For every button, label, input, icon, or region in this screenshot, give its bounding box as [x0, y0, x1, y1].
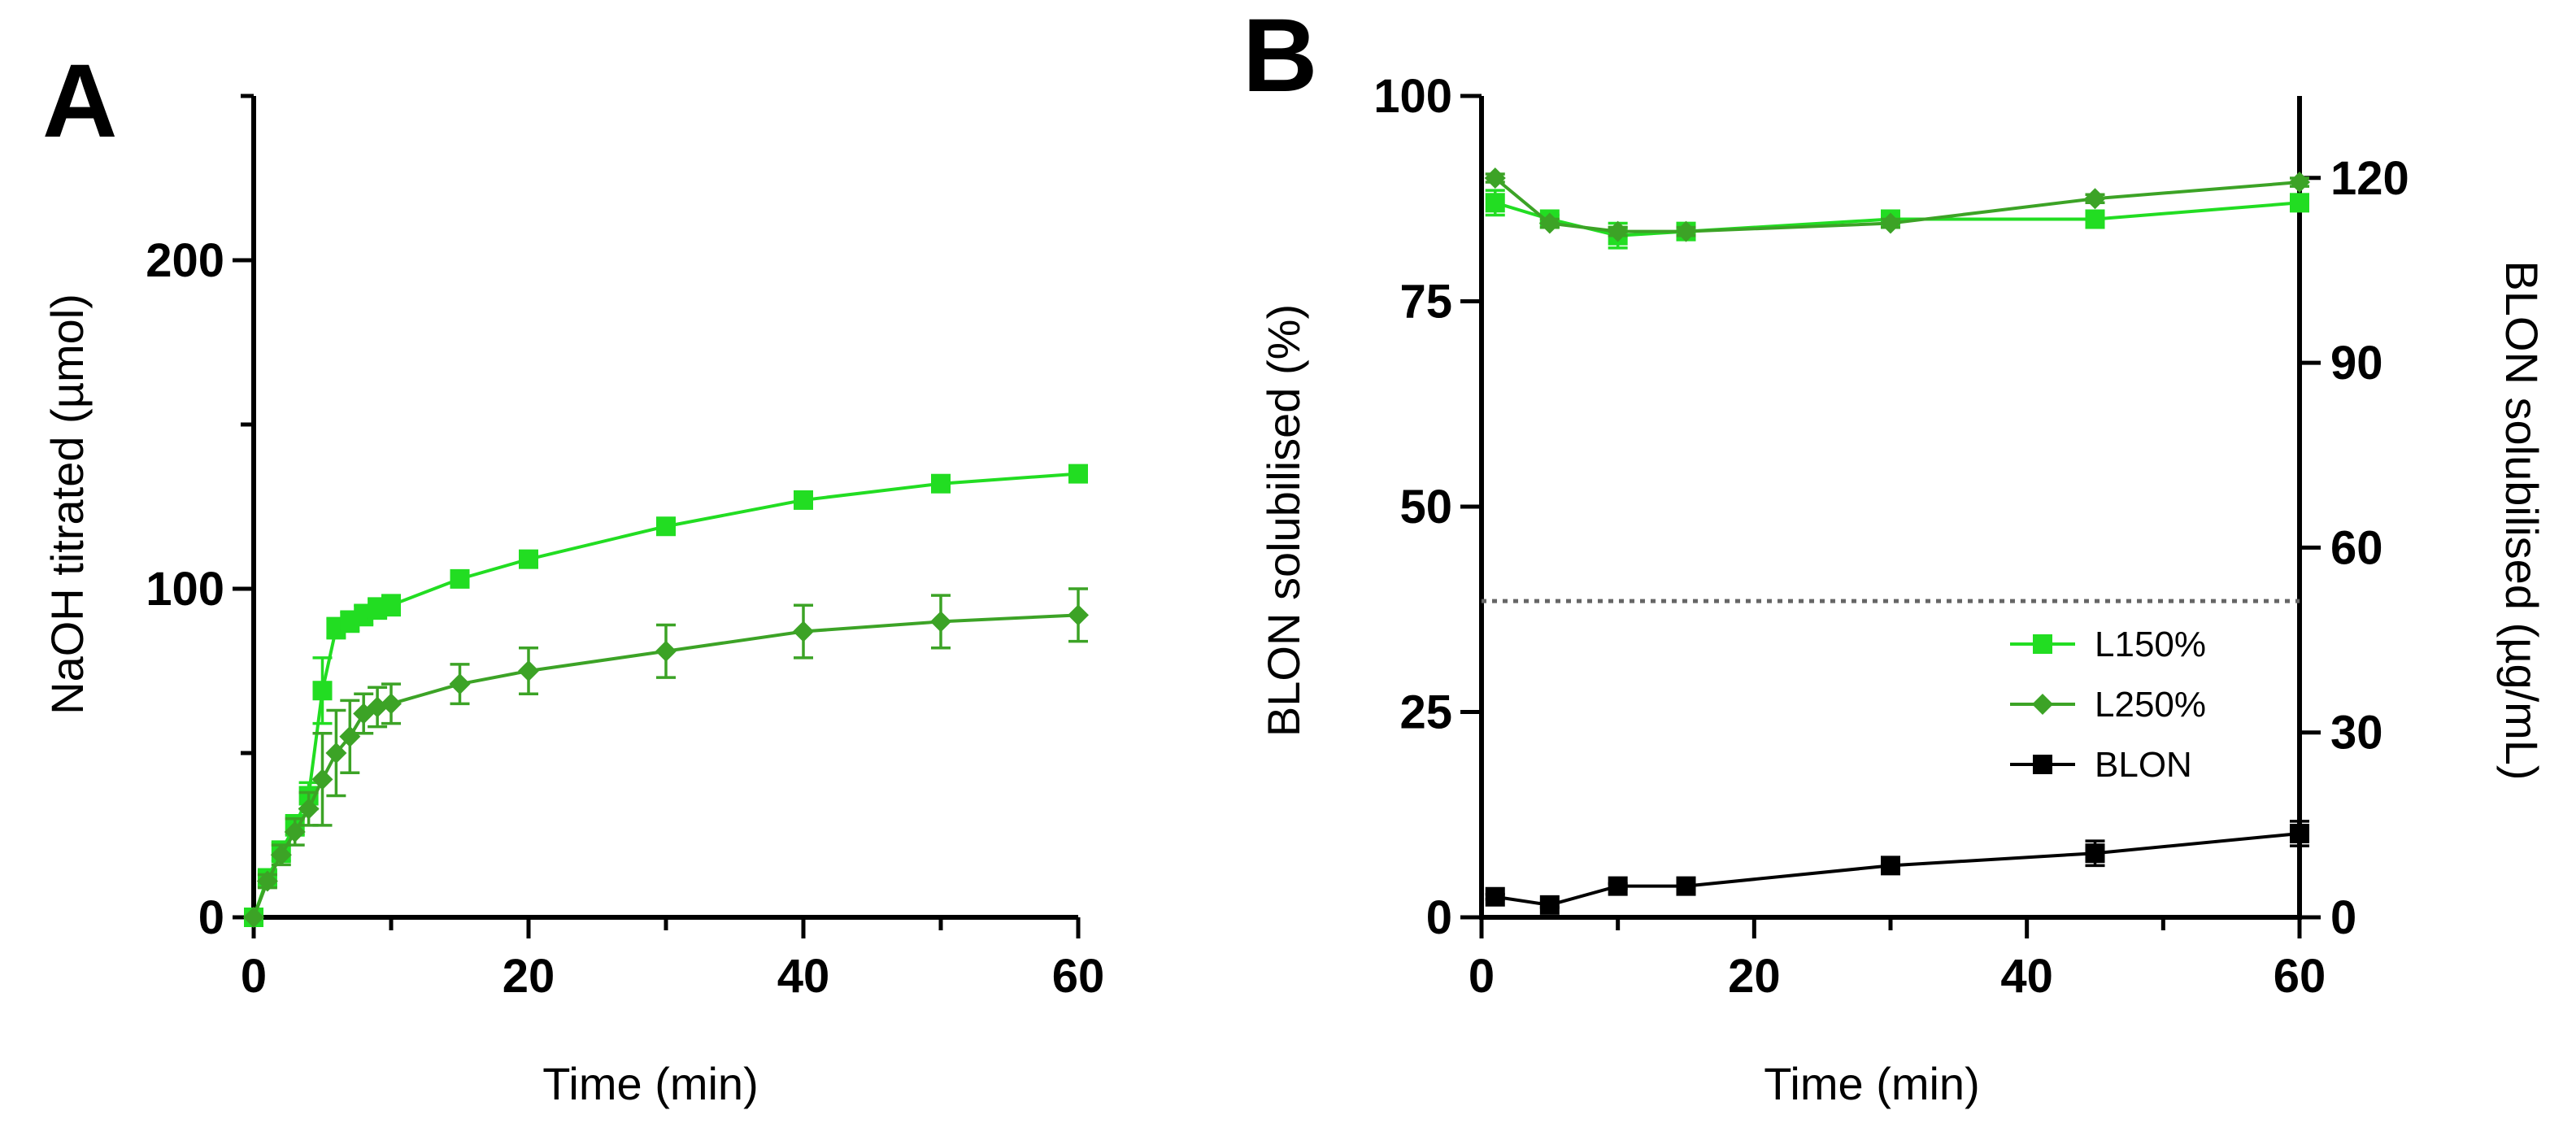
panel-a-x-tick-label: 20: [503, 950, 555, 1003]
panel-a-x-axis-title: Time (min): [542, 1058, 758, 1109]
data-point: [381, 595, 401, 616]
data-point: [655, 640, 677, 662]
data-point: [793, 620, 814, 642]
data-point: [312, 681, 333, 701]
panel-b-right-y-tick-label: 60: [2330, 521, 2383, 574]
data-point: [1881, 856, 1900, 876]
panel-b-y-tick-label: 0: [1426, 891, 1452, 944]
panel-b-right-y-tick-label: 0: [2330, 891, 2356, 944]
data-point: [931, 473, 951, 494]
panel-a-series-l250: [243, 587, 1089, 928]
data-point: [2290, 193, 2309, 213]
panel-b-left-y-axis-title: BLON solubilised (%): [1258, 304, 1309, 737]
data-point: [325, 742, 347, 764]
legend-label: L250%: [2095, 685, 2206, 725]
data-point: [1485, 886, 1505, 907]
panel-b-x-tick-label: 60: [2274, 950, 2326, 1003]
data-point: [2289, 172, 2310, 194]
data-point: [270, 844, 292, 866]
panel-b-y-tick-label: 25: [1399, 686, 1452, 739]
data-point: [339, 725, 361, 747]
data-point: [2084, 188, 2106, 210]
panel-b-series-blon: [1485, 820, 2309, 915]
panel-a-x-tick-label: 60: [1052, 950, 1105, 1003]
panel-a: A Time (min) NaOH titrated (µmol) 0 20 40 6…: [41, 43, 1104, 1109]
panel-b-right-y-axis-title: BLON solubilised (µg/mL): [2496, 260, 2548, 780]
data-point: [381, 693, 402, 715]
panel-b-y-tick-label: 50: [1399, 481, 1452, 533]
panel-a-y-tick-label: 0: [198, 891, 224, 944]
panel-b-right-y-tick-label: 90: [2330, 337, 2383, 390]
panel-a-x-tick-label: 40: [777, 950, 830, 1003]
panel-b-x-axis-title: Time (min): [1764, 1058, 1979, 1109]
data-point: [1485, 193, 1505, 213]
legend-marker: [2033, 755, 2052, 774]
panel-b-y-tick-label: 100: [1373, 70, 1452, 123]
panel-a-series-l150: [244, 464, 1088, 927]
panel-b-series-l250: [1484, 168, 2310, 242]
panel-b: B Time (min) BLON solubilised (%) BLON s…: [1242, 0, 2548, 1109]
panel-b-right-y-tick-label: 30: [2330, 707, 2383, 760]
data-point: [449, 673, 471, 695]
data-point: [2290, 823, 2309, 843]
panel-b-x-tick-label: 0: [1469, 950, 1495, 1003]
legend-label: L150%: [2095, 625, 2206, 664]
data-point: [1676, 876, 1696, 896]
data-point: [1675, 220, 1697, 242]
data-point: [656, 516, 676, 537]
panel-a-y-axis-title: NaOH titrated (µmol): [41, 294, 93, 715]
data-point: [2085, 843, 2105, 864]
data-point: [1484, 168, 1506, 189]
data-point: [519, 549, 538, 569]
data-point: [1608, 876, 1628, 896]
data-point: [256, 870, 278, 892]
legend-label: BLON: [2095, 745, 2192, 785]
data-point: [1538, 212, 1560, 234]
legend-marker: [2032, 694, 2053, 715]
data-point: [1068, 464, 1088, 484]
data-point: [450, 568, 470, 589]
panel-a-y-tick-label: 200: [146, 234, 224, 287]
panel-b-y-tick-label: 75: [1399, 276, 1452, 329]
panel-b-x-tick-label: 20: [1728, 950, 1781, 1003]
panel-b-legend: L150% L250% BLON: [2010, 625, 2206, 785]
legend-marker: [2033, 634, 2052, 654]
panel-a-y-tick-label: 100: [146, 563, 224, 616]
data-point: [1607, 220, 1629, 242]
data-point: [1539, 895, 1560, 915]
data-point: [794, 490, 813, 510]
data-point: [1068, 604, 1089, 626]
panel-a-x-tick-label: 0: [241, 950, 267, 1003]
panel-b-right-y-tick-label: 120: [2330, 152, 2409, 205]
panel-b-x-tick-label: 40: [2000, 950, 2053, 1003]
panel-b-label: B: [1242, 0, 1317, 114]
panel-a-label: A: [42, 43, 117, 159]
data-point: [298, 798, 320, 820]
data-point: [1880, 212, 1901, 234]
data-point: [930, 611, 951, 633]
data-point: [311, 768, 333, 790]
data-point: [2085, 209, 2105, 229]
data-point: [518, 660, 539, 681]
data-point: [243, 907, 264, 928]
